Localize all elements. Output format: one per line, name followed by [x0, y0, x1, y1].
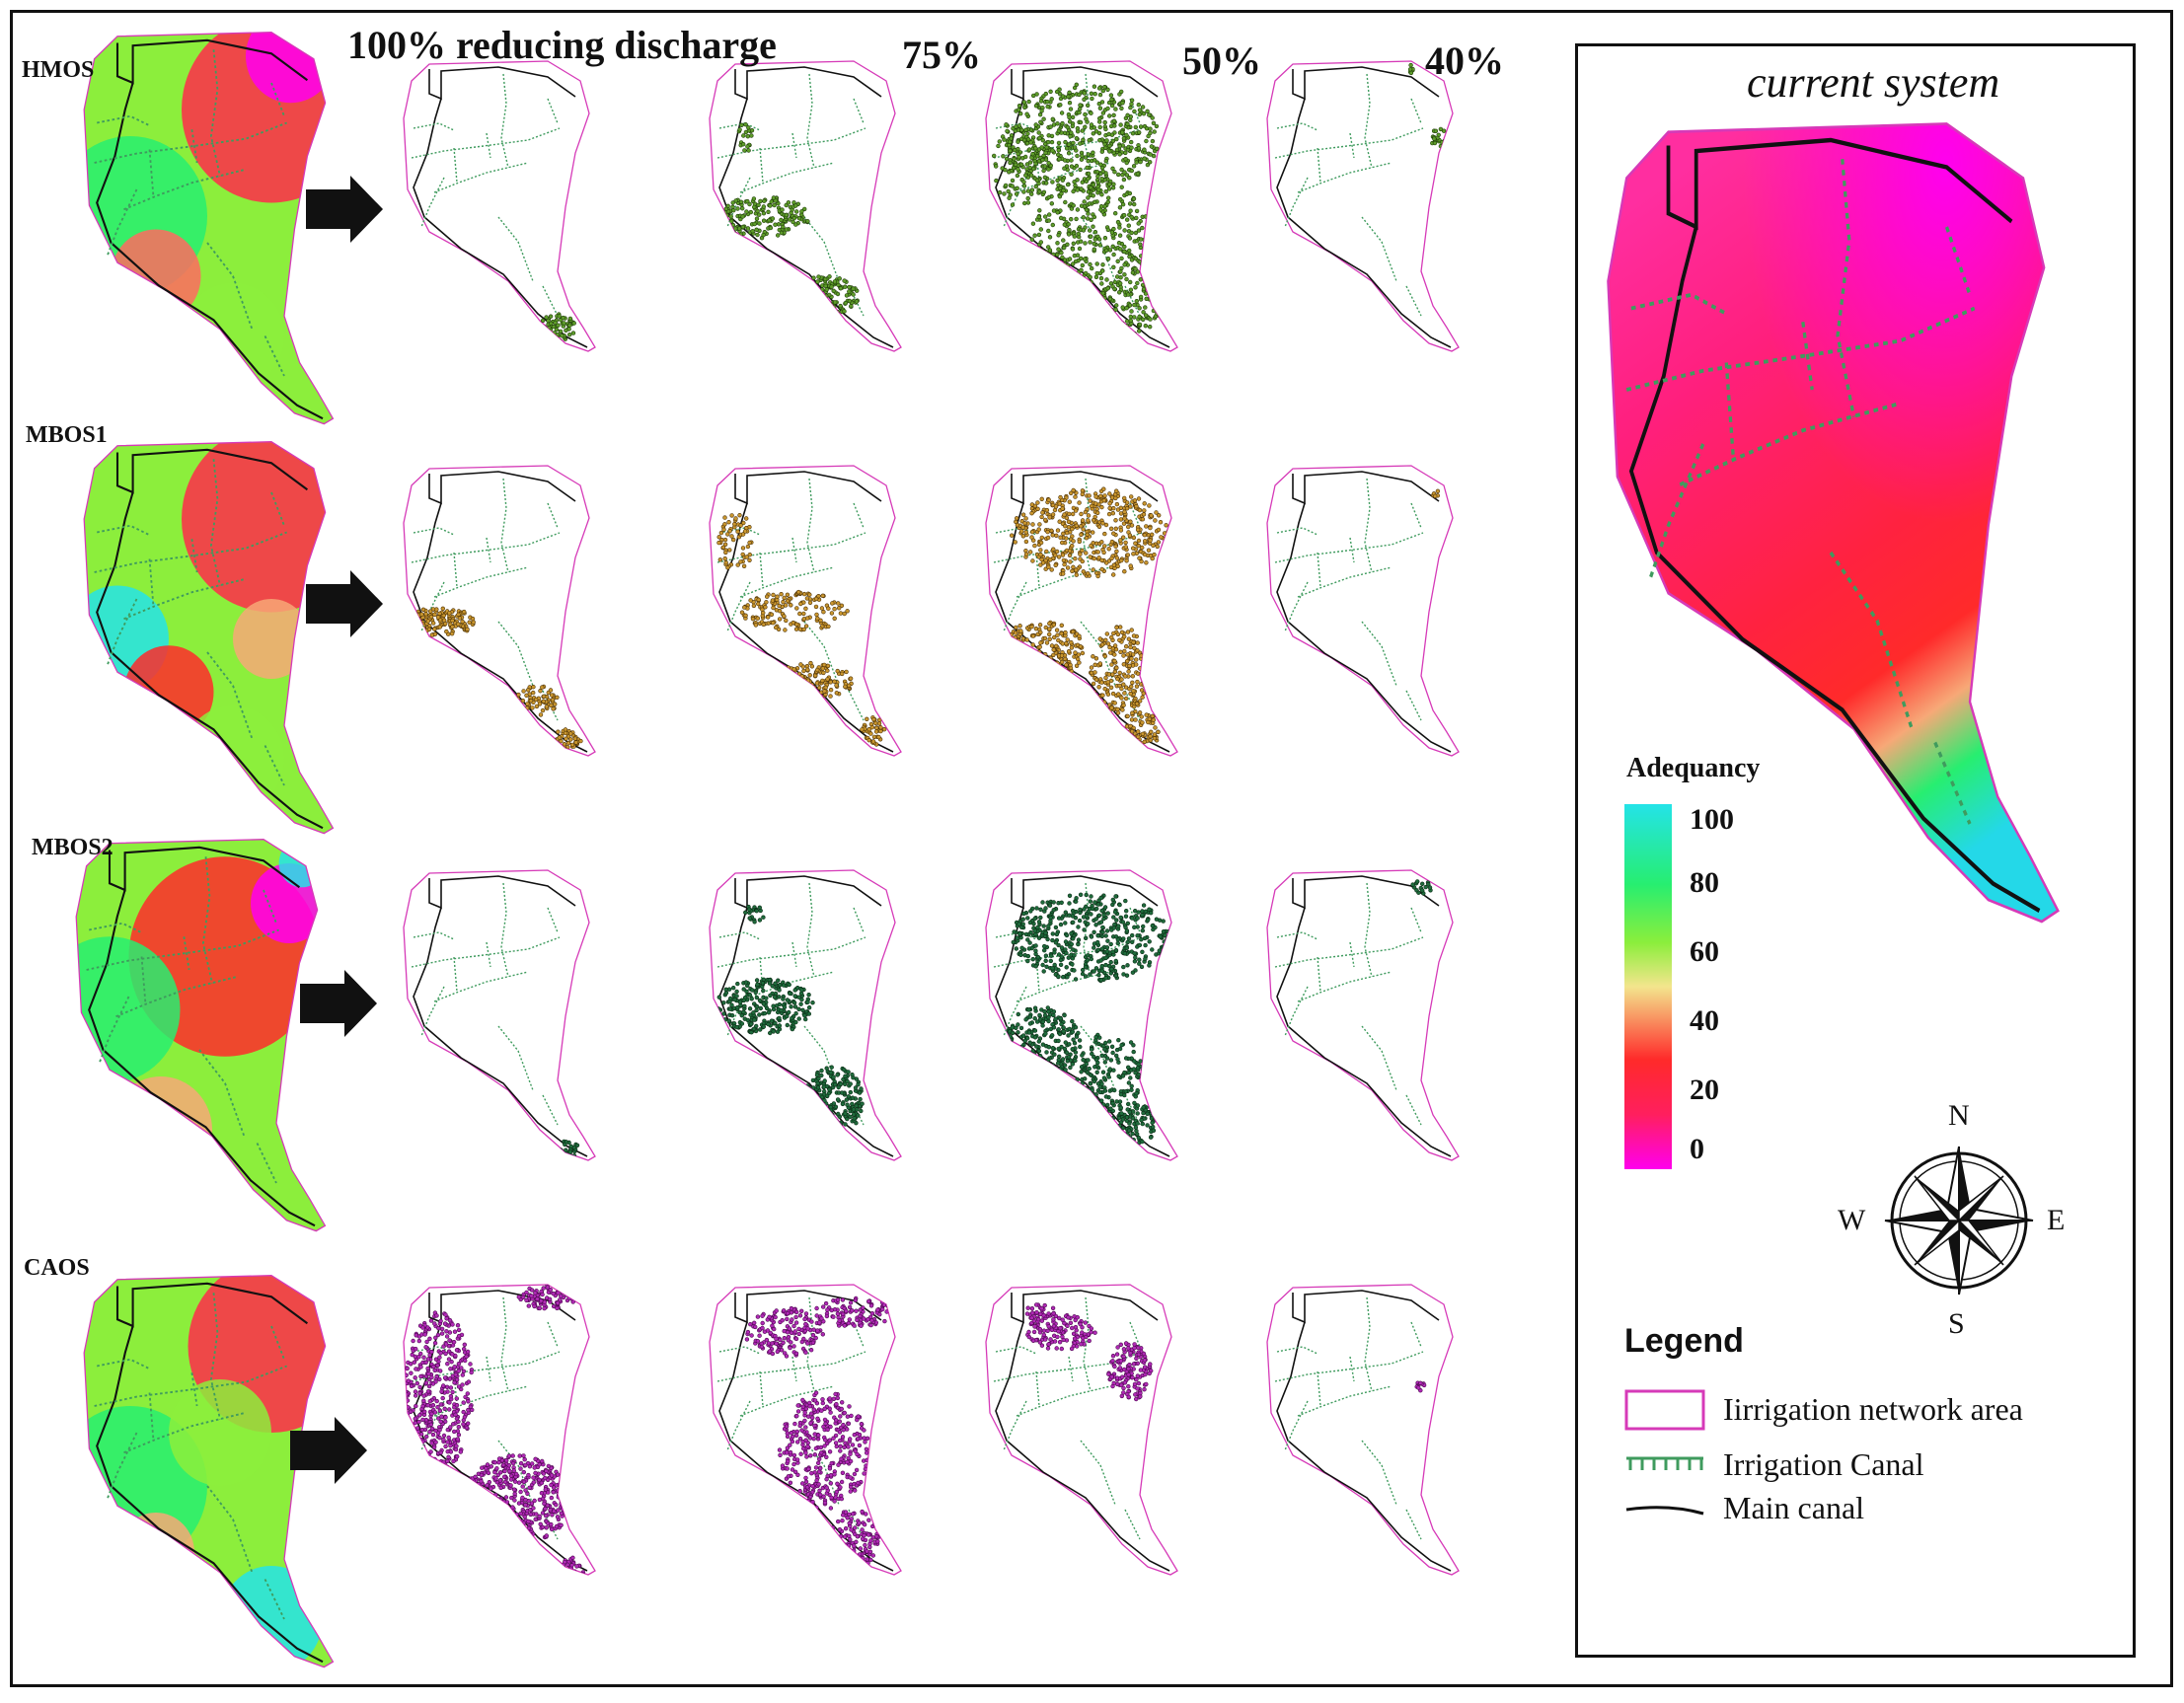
- scenario-map-2-2: [985, 869, 1178, 1161]
- row-label-mbos2: MBOS2: [32, 835, 113, 860]
- scenario-map-1-2: [985, 465, 1178, 757]
- compass-rose-icon: [1884, 1146, 2034, 1296]
- compass-north-label: N: [1948, 1099, 1970, 1132]
- current-system-title: current system: [1747, 58, 2000, 107]
- compass-south-label: S: [1948, 1307, 1965, 1340]
- compass-west-label: W: [1838, 1204, 1866, 1236]
- legend-main-canal-label: Main canal: [1723, 1490, 1865, 1525]
- compass-east-label: E: [2047, 1204, 2066, 1236]
- legend-network-area-swatch: [1624, 1389, 1705, 1431]
- header-40-percent: 40%: [1425, 38, 1504, 83]
- scenario-map-grid: [403, 60, 1460, 1576]
- legend-title: Legend: [1624, 1322, 1744, 1360]
- scenario-map-1-3: [1266, 465, 1460, 757]
- arrow-icon: [306, 176, 383, 243]
- arrow-icon: [306, 570, 383, 637]
- scenario-map-3-2: [985, 1284, 1178, 1576]
- scenario-arrows: [290, 176, 383, 1484]
- row-label-hmos: HMOS: [22, 57, 95, 83]
- colorbar-tick-0: 0: [1690, 1133, 1704, 1165]
- row-label-mbos1: MBOS1: [26, 422, 108, 448]
- colorbar-tick-60: 60: [1690, 935, 1719, 968]
- scenario-map-0-0: [403, 60, 596, 352]
- scenario-map-0-1: [709, 60, 902, 352]
- adequacy-colorbar: [1624, 804, 1672, 1169]
- heatmap-thumbnail: [83, 441, 335, 835]
- colorbar-tick-100: 100: [1690, 803, 1734, 836]
- scenario-map-3-3: [1266, 1284, 1460, 1576]
- header-100-percent: 100% reducing discharge: [347, 23, 777, 67]
- scenario-map-2-0: [403, 869, 596, 1161]
- scenario-map-1-0: [403, 465, 596, 757]
- arrow-icon: [300, 970, 377, 1037]
- arrow-icon: [290, 1417, 367, 1484]
- scenario-map-3-0: [403, 1284, 596, 1576]
- colorbar-tick-80: 80: [1690, 866, 1719, 899]
- legend-network-area-label: Iirrigation network area: [1723, 1391, 2023, 1427]
- header-50-percent: 50%: [1182, 38, 1261, 83]
- row-label-caos: CAOS: [24, 1255, 90, 1281]
- scenario-map-0-2: [985, 60, 1178, 352]
- scenario-map-0-3: [1266, 60, 1460, 352]
- colorbar-tick-40: 40: [1690, 1004, 1719, 1037]
- scenario-map-2-3: [1266, 869, 1460, 1161]
- legend-main-canal-swatch: [1625, 1506, 1704, 1516]
- legend-irrigation-canal-label: Irrigation Canal: [1723, 1446, 1924, 1482]
- scenario-map-3-1: [709, 1284, 902, 1576]
- legend-irrigation-canal-swatch: [1626, 1456, 1703, 1470]
- colorbar-tick-20: 20: [1690, 1074, 1719, 1106]
- scenario-map-2-1: [709, 869, 902, 1161]
- scenario-map-1-1: [709, 465, 902, 757]
- header-75-percent: 75%: [902, 33, 981, 77]
- heatmap-thumbnail: [75, 839, 327, 1232]
- figure-frame: [10, 10, 2173, 1687]
- colorbar-title: Adequancy: [1626, 753, 1761, 783]
- current-system-panel: [1575, 43, 2136, 1658]
